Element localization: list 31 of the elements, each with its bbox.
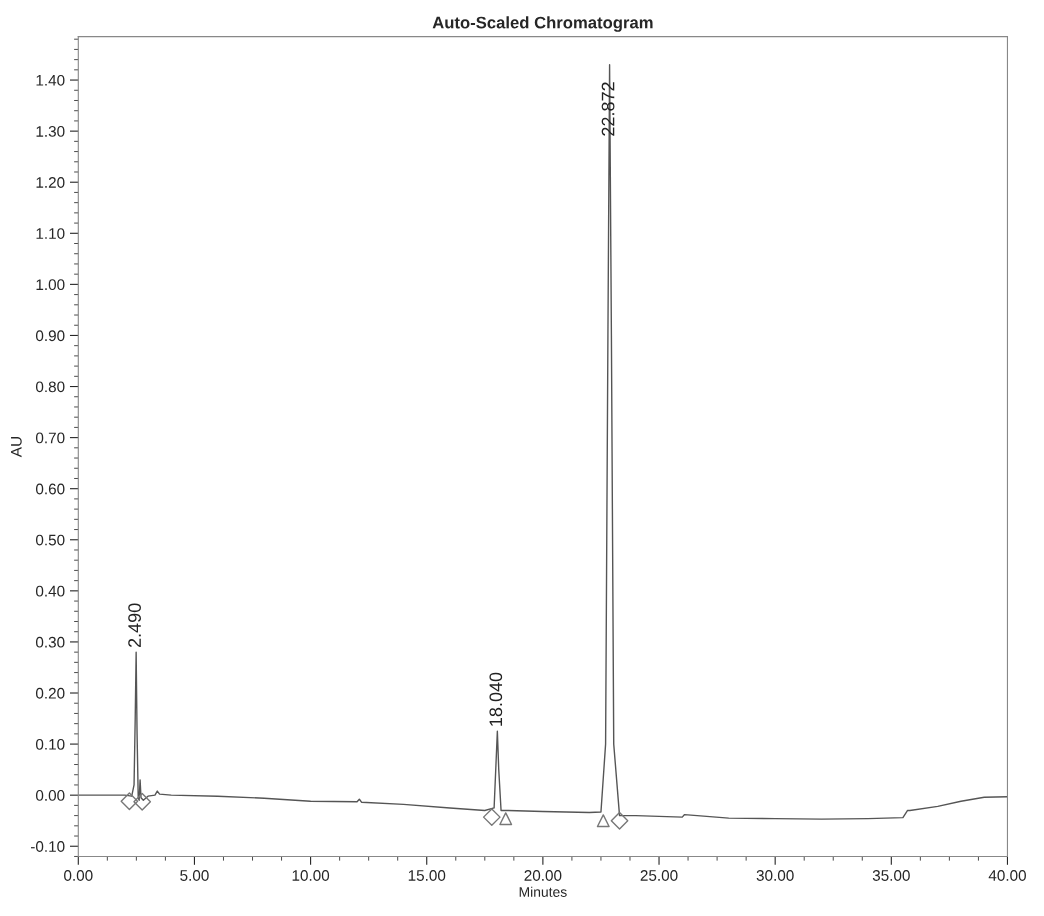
y-tick-label: 0.60 [35, 483, 65, 495]
y-tick-label: 0.10 [35, 738, 65, 750]
x-tick-label: 5.00 [180, 870, 209, 881]
x-tick-label: 10.00 [292, 870, 330, 881]
x-tick-label: 15.00 [408, 870, 446, 881]
x-tick-label: 20.00 [524, 870, 562, 881]
x-tick-label: 0.00 [64, 870, 93, 881]
y-axis-title: AU [11, 437, 22, 458]
y-tick-label: 0.70 [35, 432, 65, 444]
y-tick-label: 0.20 [35, 687, 65, 699]
y-tick-label: 1.20 [36, 177, 65, 188]
y-tick-label: 0.50 [35, 534, 65, 546]
x-tick-label: 25.00 [640, 870, 678, 881]
x-tick-label: 40.00 [988, 870, 1026, 881]
chart-title: Auto-Scaled Chromatogram [432, 16, 653, 32]
x-tick-label: 30.00 [756, 870, 794, 881]
annotation: 22.872 [601, 82, 615, 136]
y-tick-label: 1.00 [36, 279, 65, 291]
x-axis-title: Minutes [519, 886, 567, 897]
annotation: 18.040 [489, 672, 503, 726]
y-tick-label: 0.90 [35, 330, 65, 342]
y-tick-label: 0.40 [35, 585, 65, 597]
y-tick-label: 1.30 [36, 126, 65, 137]
y-tick-label: 1.40 [36, 74, 65, 86]
annotation: 2.490 [128, 603, 141, 648]
y-tick-label: 0.80 [35, 381, 65, 393]
y-tick-label: 1.10 [36, 228, 65, 239]
y-tick-label: 0.30 [35, 636, 65, 648]
y-tick-label: -0.10 [30, 841, 65, 852]
x-tick-label: 35.00 [872, 870, 910, 881]
y-tick-label: 0.00 [35, 790, 65, 801]
